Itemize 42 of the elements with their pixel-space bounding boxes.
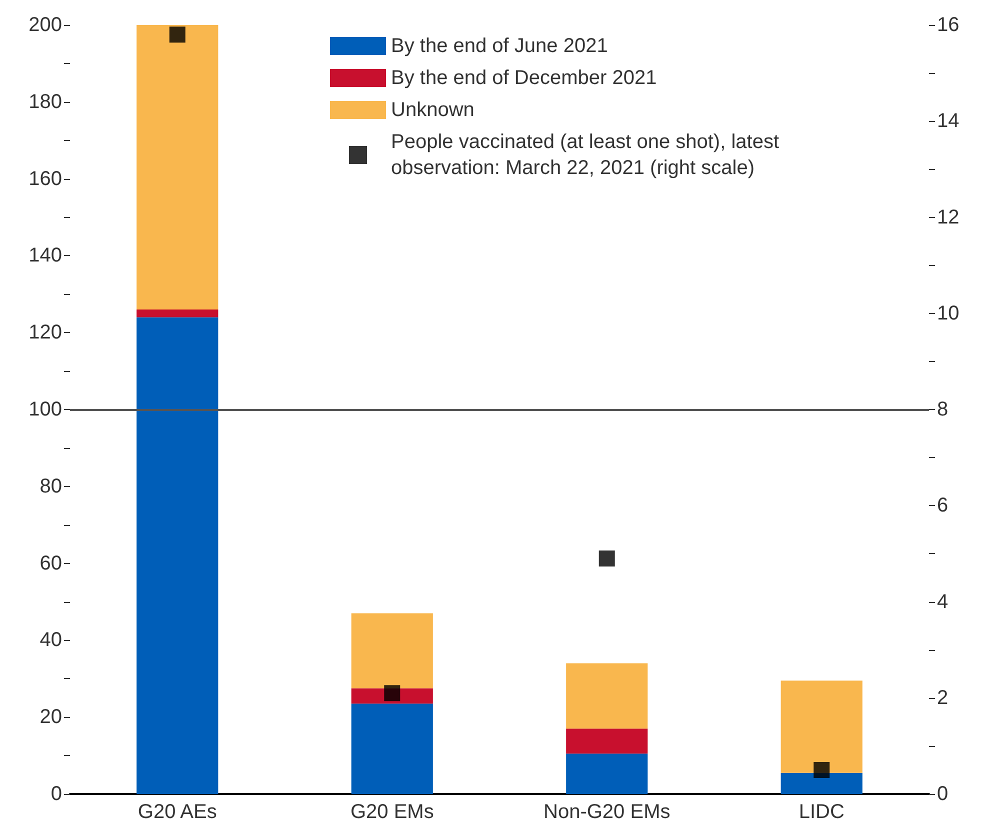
y2-tick-label: 2	[937, 686, 948, 709]
point	[598, 550, 615, 566]
y2-tick-label: 8	[937, 398, 948, 420]
y-tick-label: 200	[28, 14, 62, 36]
bar	[566, 754, 648, 794]
legend-label: Unknown	[391, 99, 474, 121]
legend-label: By the end of December 2021	[391, 67, 657, 89]
y-tick-label: 180	[28, 90, 62, 113]
y-tick-label: 20	[40, 706, 62, 728]
point	[169, 26, 186, 43]
legend-label: By the end of June 2021	[391, 35, 608, 57]
legend-label: People vaccinated (at least one shot), latest observation: March 22, 2021 (right scale)	[391, 131, 785, 179]
bar	[566, 728, 648, 754]
bar	[566, 663, 648, 729]
y2-tick-label: 10	[937, 302, 960, 324]
bar	[351, 613, 433, 688]
y2-tick-label: 12	[937, 206, 960, 228]
bar	[136, 317, 218, 794]
x-tick-label: G20 EMs	[350, 801, 434, 823]
y2-tick-label: 14	[937, 110, 960, 132]
x-tick-label: LIDC	[798, 801, 844, 823]
bar	[136, 25, 218, 310]
x-tick-label: Non-G20 EMs	[544, 801, 670, 823]
x-tick-label: G20 AEs	[138, 801, 217, 823]
y-tick-label: 140	[28, 244, 62, 267]
y-tick-label: 160	[28, 168, 62, 190]
y-tick-label: 0	[50, 783, 62, 805]
bar	[136, 310, 218, 318]
bar	[351, 704, 433, 794]
y-tick-label: 100	[28, 398, 62, 420]
y-tick-label: 60	[40, 552, 62, 574]
y2-tick-label: 6	[937, 494, 948, 517]
y2-tick-label: 16	[937, 14, 960, 36]
point	[384, 685, 400, 702]
y-tick-label: 80	[40, 475, 62, 498]
y2-tick-label: 0	[937, 783, 948, 805]
bar	[780, 680, 862, 773]
bar	[780, 772, 862, 794]
point	[814, 762, 830, 778]
y2-tick-label: 4	[937, 590, 948, 613]
y-tick-label: 120	[28, 322, 62, 344]
y-tick-label: 40	[40, 629, 62, 652]
